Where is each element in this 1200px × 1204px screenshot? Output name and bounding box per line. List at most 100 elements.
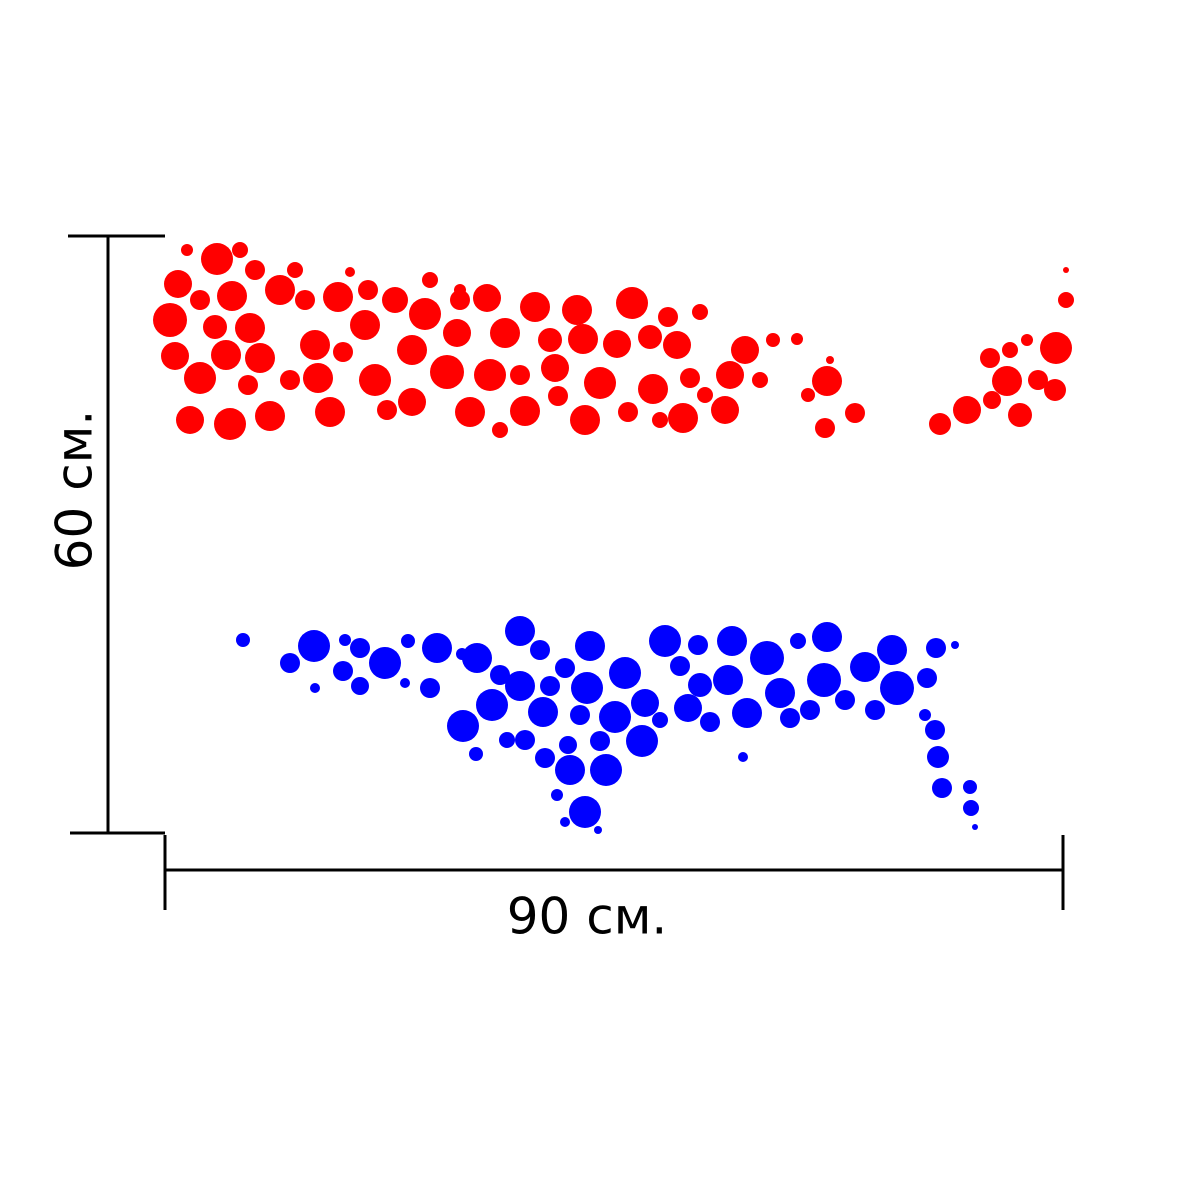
red-dot xyxy=(680,368,700,388)
blue-dot xyxy=(732,698,762,728)
red-dot xyxy=(953,396,981,424)
blue-dot xyxy=(717,626,747,656)
blue-dot xyxy=(963,780,977,794)
blue-dot xyxy=(570,705,590,725)
blue-dot xyxy=(422,633,452,663)
blue-dot xyxy=(571,672,603,704)
blue-dot xyxy=(469,747,483,761)
red-dot xyxy=(652,412,668,428)
red-dot xyxy=(161,342,189,370)
red-dot xyxy=(280,370,300,390)
red-dot xyxy=(430,355,464,389)
red-dot xyxy=(538,328,562,352)
blue-dot xyxy=(688,635,708,655)
blue-dot xyxy=(835,690,855,710)
red-dot xyxy=(211,340,241,370)
blue-dot xyxy=(963,800,979,816)
red-dot xyxy=(845,403,865,423)
red-dot xyxy=(731,336,759,364)
blue-dot xyxy=(333,661,353,681)
red-dot xyxy=(826,356,834,364)
red-dot xyxy=(697,387,713,403)
blue-dot xyxy=(649,625,681,657)
red-dot xyxy=(358,280,378,300)
blue-dot xyxy=(559,736,577,754)
red-dot xyxy=(668,403,698,433)
red-dot xyxy=(766,333,780,347)
red-dot xyxy=(992,366,1022,396)
blue-dot xyxy=(310,683,320,693)
red-dot xyxy=(382,287,408,313)
red-dot xyxy=(232,242,248,258)
blue-dot xyxy=(800,700,820,720)
blue-dot xyxy=(590,731,610,751)
red-dot xyxy=(203,315,227,339)
blue-dot xyxy=(298,630,330,662)
red-dot xyxy=(1040,332,1072,364)
red-dot xyxy=(245,343,275,373)
blue-dot xyxy=(738,752,748,762)
blue-dot xyxy=(420,678,440,698)
red-dot xyxy=(474,359,506,391)
red-dot xyxy=(201,243,233,275)
blue-dot xyxy=(812,622,842,652)
blue-dot xyxy=(880,671,914,705)
blue-dot xyxy=(462,643,492,673)
blue-dot xyxy=(505,671,535,701)
red-dot xyxy=(245,260,265,280)
blue-dot xyxy=(688,673,712,697)
red-dot xyxy=(716,361,744,389)
red-dot xyxy=(1058,292,1074,308)
blue-dot xyxy=(555,658,575,678)
red-dot xyxy=(584,367,616,399)
red-dot xyxy=(562,295,592,325)
red-dot xyxy=(265,275,295,305)
blue-dot xyxy=(560,817,570,827)
red-dot xyxy=(692,304,708,320)
blue-dot xyxy=(599,701,631,733)
red-dot xyxy=(422,272,438,288)
red-dot xyxy=(812,366,842,396)
red-dot xyxy=(235,313,265,343)
blue-dot xyxy=(535,748,555,768)
blue-dot xyxy=(528,697,558,727)
blue-dot xyxy=(652,712,668,728)
red-dot xyxy=(315,397,345,427)
red-dot xyxy=(455,397,485,427)
red-dot xyxy=(548,386,568,406)
blue-dot xyxy=(972,824,978,830)
red-dot xyxy=(1063,267,1069,273)
blue-dot xyxy=(700,712,720,732)
blue-dot xyxy=(807,663,841,697)
blue-dot xyxy=(670,656,690,676)
red-dot xyxy=(287,262,303,278)
blue-dot xyxy=(499,732,515,748)
blue-dot xyxy=(780,708,800,728)
red-dot xyxy=(345,267,355,277)
height-label: 60 см. xyxy=(46,410,104,571)
blue-dot xyxy=(490,665,510,685)
blue-dot xyxy=(925,720,945,740)
red-dot xyxy=(638,374,668,404)
blue-dot xyxy=(932,778,952,798)
red-dot xyxy=(359,364,391,396)
blue-dot xyxy=(750,641,784,675)
red-dot xyxy=(409,298,441,330)
red-dot xyxy=(570,405,600,435)
red-dot xyxy=(164,270,192,298)
red-dot xyxy=(333,342,353,362)
blue-dot xyxy=(790,633,806,649)
red-dot xyxy=(603,330,631,358)
red-dot xyxy=(350,310,380,340)
red-dot xyxy=(397,335,427,365)
blue-dot xyxy=(569,796,601,828)
red-dot xyxy=(929,413,951,435)
red-dot xyxy=(217,281,247,311)
red-dot xyxy=(791,333,803,345)
blue-dot xyxy=(555,755,585,785)
red-dot xyxy=(176,406,204,434)
red-dot xyxy=(801,388,815,402)
